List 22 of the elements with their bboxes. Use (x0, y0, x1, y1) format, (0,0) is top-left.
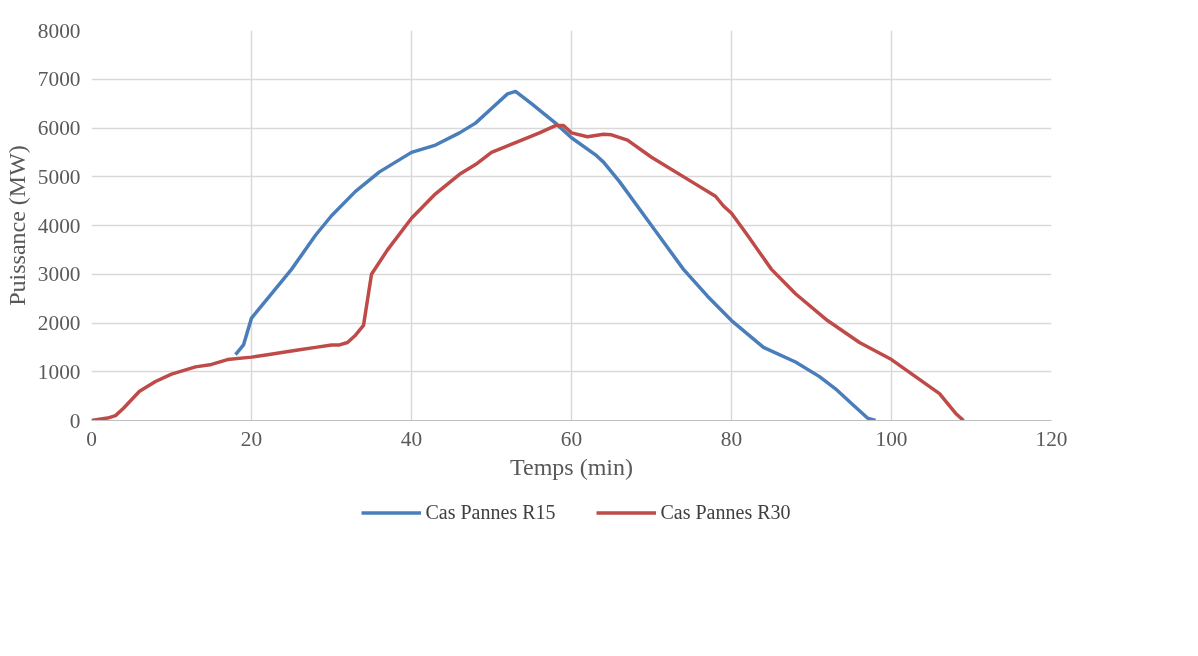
x-axis-title: Temps (min) (510, 453, 633, 480)
x-tick-label: 60 (560, 426, 583, 451)
y-tick-label: 1000 (37, 359, 81, 384)
legend-label: Cas Pannes R30 (660, 500, 791, 524)
y-tick-label: 2000 (37, 311, 81, 335)
x-tick-label: 80 (720, 426, 743, 451)
x-tick-label: 20 (240, 426, 263, 451)
legend-label: Cas Pannes R15 (425, 500, 556, 524)
y-tick-label: 7000 (37, 67, 81, 92)
x-tick-label: 0 (86, 426, 97, 451)
x-tick-label: 120 (1035, 426, 1068, 451)
y-axis-title: Puissance (MW) (3, 145, 30, 306)
x-tick-label: 100 (875, 426, 908, 451)
y-tick-label: 8000 (37, 18, 81, 43)
y-tick-label: 4000 (37, 213, 81, 238)
line-series (91, 123, 966, 421)
y-tick-label: 3000 (37, 262, 81, 287)
y-tick-label: 6000 (37, 116, 81, 140)
y-tick-label: 5000 (37, 164, 81, 189)
line-series (233, 89, 878, 421)
y-tick-label: 0 (69, 408, 81, 433)
x-tick-label: 40 (400, 426, 423, 451)
